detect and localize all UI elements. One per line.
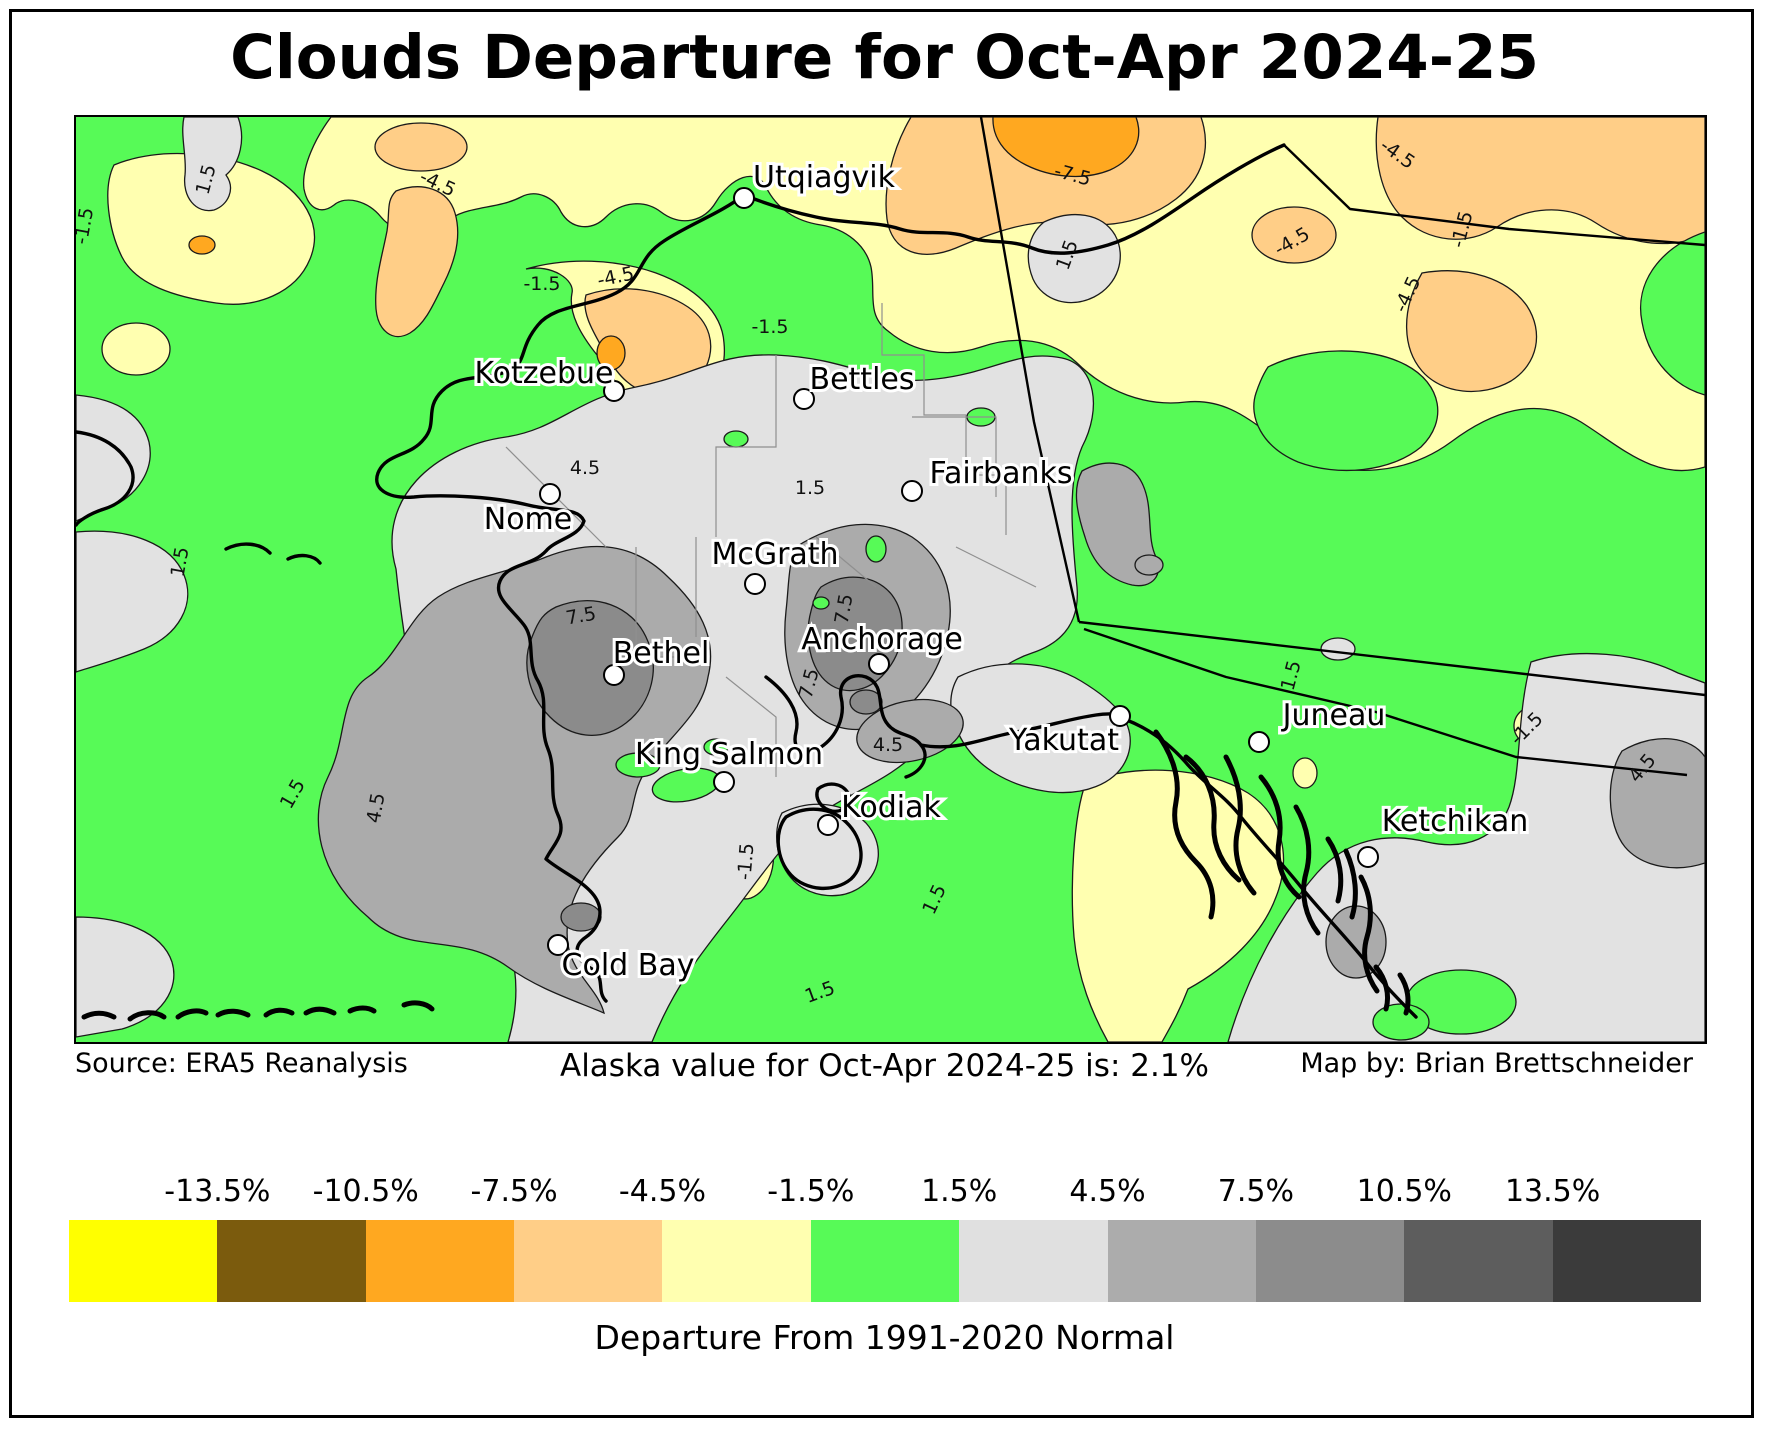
city-dot	[1248, 731, 1270, 753]
southeast-islands	[1153, 729, 1411, 1016]
legend-swatch	[959, 1220, 1108, 1302]
city-label: Bettles	[810, 362, 915, 397]
city-label: Fairbanks	[930, 456, 1073, 491]
legend-swatch	[810, 1220, 960, 1302]
legend-swatch	[1255, 1220, 1405, 1302]
coastline-paths	[76, 143, 1418, 1022]
city-label: Cold Bay	[562, 948, 695, 983]
city-label: McGrath	[711, 537, 838, 572]
legend-tick-label: 4.5%	[1069, 1174, 1146, 1209]
contour-label: 7.5	[564, 603, 598, 630]
contour-label: -1.5	[733, 842, 758, 881]
city-dot	[901, 480, 923, 502]
city-dot	[1109, 705, 1131, 727]
city-dot	[547, 934, 569, 956]
city-dot	[603, 380, 625, 402]
city-label: Yakutat	[1008, 723, 1119, 758]
colorbar-legend: -13.5% -10.5% -7.5% -4.5% -1.5% 1.5% 4.5% 7.5% 1…	[69, 1170, 1701, 1305]
map-regions-tan	[374, 117, 1705, 396]
city-label: Anchorage	[801, 622, 963, 657]
page-title: Clouds Departure for Oct-Apr 2024-25	[230, 22, 1539, 93]
legend-tick-label: 10.5%	[1356, 1174, 1452, 1209]
borough-boundary-lines	[505, 303, 1037, 777]
contour-label: 4.5	[570, 457, 600, 479]
contour-label: 1.5	[795, 477, 825, 499]
city-dot	[793, 388, 815, 410]
legend-tick-label: -13.5%	[164, 1174, 271, 1209]
legend-swatch	[1107, 1220, 1256, 1302]
city-label: Bethel	[613, 636, 710, 671]
city-dot	[713, 771, 735, 793]
city-label: King Salmon	[635, 737, 823, 772]
map-regions-orange	[188, 117, 1140, 371]
legend-tick-label: 7.5%	[1217, 1174, 1295, 1209]
legend-swatch	[365, 1220, 515, 1302]
legend-tick-label: 1.5%	[921, 1174, 998, 1209]
city-label: Utqiaġvik	[753, 160, 896, 195]
contour-label: 4.5	[873, 734, 903, 756]
legend-tick-label: -10.5%	[312, 1174, 419, 1209]
legend-swatch	[69, 1220, 218, 1302]
city-dot	[868, 653, 890, 675]
city-dot	[733, 187, 755, 209]
alaska-value-text: Alaska value for Oct-Apr 2024-25 is: 2.1…	[559, 1048, 1210, 1084]
contour-label: 7.5	[831, 592, 858, 626]
legend-tick-label: -1.5%	[767, 1174, 855, 1209]
city-dot	[1357, 846, 1379, 868]
legend-swatch	[662, 1220, 811, 1302]
city-dot	[539, 483, 561, 505]
colorbar-tick-labels: -13.5% -10.5% -7.5% -4.5% -1.5% 1.5% 4.5% 7.5% 1…	[69, 1170, 1701, 1216]
contour-label: -1.5	[523, 273, 560, 295]
city-markers: Utqiaġvik Kotzebue Bettles Nome Fairbanks McG…	[471, 157, 1531, 986]
city-label: Kodiak	[841, 790, 941, 825]
legend-tick-label: -4.5%	[618, 1174, 706, 1209]
contour-label: 1.5	[167, 545, 194, 579]
legend-swatch	[1404, 1220, 1553, 1302]
city-dot	[603, 664, 625, 686]
map-svg: -1.5-4.5-1.5-4.5 -7.5-4.5-4.5-4.5-1.51.5-…	[76, 117, 1705, 1042]
city-label: Ketchikan	[1382, 804, 1528, 839]
contour-label: -1.5	[76, 206, 98, 246]
alaska-contour-map: -1.5 -4.5 -1.5 -4.5 -7.5 -4.5 -4.5 -4.5 -1.5 1.5-…	[74, 115, 1707, 1044]
city-dot	[744, 573, 766, 595]
contour-label: 4.5	[363, 791, 390, 825]
legend-swatch	[1552, 1220, 1701, 1302]
city-label: Kotzebue	[474, 356, 613, 391]
map-regions-green-accents	[615, 231, 1705, 1041]
political-border-lines	[979, 117, 1705, 777]
city-label: Nome	[484, 502, 572, 537]
legend-swatch	[514, 1220, 663, 1302]
source-text: Source: ERA5 Reanalysis	[75, 1048, 408, 1079]
credit-text: Map by: Brian Brettschneider	[1300, 1048, 1693, 1079]
city-dot	[817, 814, 839, 836]
legend-tick-label: 13.5%	[1504, 1174, 1601, 1209]
legend-tick-label: -7.5%	[470, 1174, 558, 1209]
legend-swatch	[217, 1220, 366, 1302]
contour-label: -1.5	[751, 316, 788, 338]
city-label: Juneau	[1281, 698, 1386, 733]
colorbar-swatches	[69, 1220, 1701, 1302]
colorbar-caption: Departure From 1991-2020 Normal	[594, 1318, 1175, 1357]
